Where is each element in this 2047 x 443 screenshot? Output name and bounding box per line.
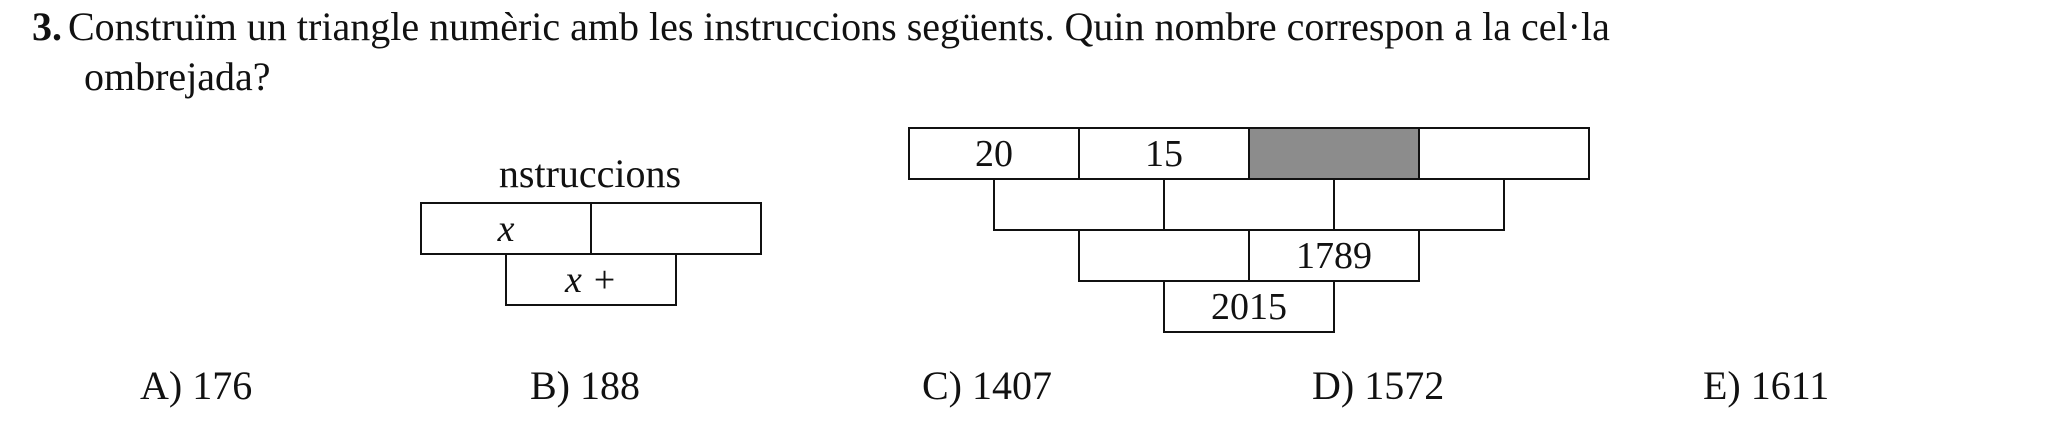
triangle-cell-r1-c4 [1418, 127, 1590, 180]
question-text: Construïm un triangle numèric amb les in… [68, 4, 1610, 49]
triangle-cell-r3-c2: 1789 [1248, 229, 1420, 282]
triangle-cell-r2-c2 [1163, 178, 1335, 231]
question-line-1: 3. Construïm un triangle numèric amb les … [32, 2, 1610, 52]
question-number: 3. [32, 4, 62, 49]
instruction-cell-top-right [590, 202, 762, 255]
triangle-cell-r1-c1: 20 [908, 127, 1080, 180]
option-e[interactable]: E) 1611 [1703, 363, 1830, 408]
triangle-cell-r2-c3 [1333, 178, 1505, 231]
triangle-cell-r1-c2: 15 [1078, 127, 1250, 180]
option-c[interactable]: C) 1407 [922, 363, 1052, 408]
instruction-cell-bottom: x + [505, 253, 677, 306]
triangle-cell-shaded [1248, 127, 1420, 180]
triangle-cell-r4-c1: 2015 [1163, 280, 1335, 333]
option-a[interactable]: A) 176 [140, 363, 253, 408]
option-d[interactable]: D) 1572 [1312, 363, 1445, 408]
instructions-title: nstruccions [498, 151, 682, 196]
triangle-cell-r2-c1 [993, 178, 1165, 231]
triangle-cell-r3-c1 [1078, 229, 1250, 282]
instruction-cell-top-left: x [420, 202, 592, 255]
question-line-2: ombrejada? [84, 54, 271, 99]
option-b[interactable]: B) 188 [530, 363, 640, 408]
